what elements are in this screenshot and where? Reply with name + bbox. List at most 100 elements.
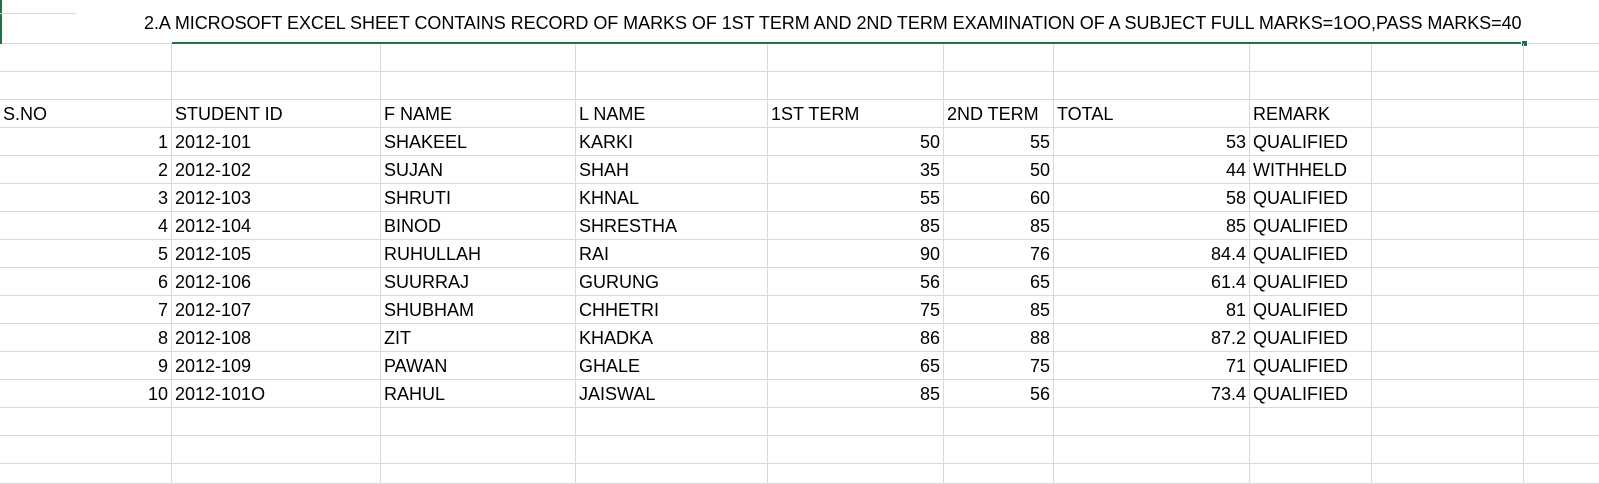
cell-remark[interactable]: QUALIFIED — [1250, 352, 1372, 380]
cell-student-id[interactable]: 2012-102 — [172, 156, 381, 184]
table-row[interactable]: 6 2012-106 SUURRAJ GURUNG 56 65 61.4 QUALIFIED — [0, 268, 1599, 296]
cell[interactable] — [1524, 72, 1599, 100]
cell-remark[interactable]: QUALIFIED — [1250, 212, 1372, 240]
cell-total[interactable]: 81 — [1054, 296, 1250, 324]
cell[interactable] — [0, 464, 172, 484]
cell-sno[interactable]: 10 — [0, 380, 172, 408]
cell-2nd-term[interactable]: 56 — [944, 380, 1054, 408]
cell[interactable] — [381, 408, 576, 436]
cell[interactable] — [1372, 464, 1524, 484]
cell-total[interactable]: 71 — [1054, 352, 1250, 380]
cell[interactable] — [0, 408, 172, 436]
header-2nd-term[interactable]: 2ND TERM — [944, 100, 1054, 128]
empty-row[interactable] — [0, 72, 1599, 100]
cell-2nd-term[interactable]: 88 — [944, 324, 1054, 352]
cell-total[interactable]: 44 — [1054, 156, 1250, 184]
cell-2nd-term[interactable]: 85 — [944, 296, 1054, 324]
cell-student-id[interactable]: 2012-103 — [172, 184, 381, 212]
cell[interactable] — [768, 464, 944, 484]
cell-1st-term[interactable]: 50 — [768, 128, 944, 156]
cell[interactable] — [1054, 72, 1250, 100]
cell-f-name[interactable]: SUURRAJ — [381, 268, 576, 296]
cell-l-name[interactable]: GHALE — [576, 352, 768, 380]
cell-1st-term[interactable]: 55 — [768, 184, 944, 212]
table-row[interactable]: 8 2012-108 ZIT KHADKA 86 88 87.2 QUALIFIED — [0, 324, 1599, 352]
cell-l-name[interactable]: GURUNG — [576, 268, 768, 296]
cell-sno[interactable]: 1 — [0, 128, 172, 156]
cell[interactable] — [1372, 352, 1524, 380]
cell-sno[interactable]: 7 — [0, 296, 172, 324]
cell[interactable] — [944, 436, 1054, 464]
cell-1st-term[interactable]: 75 — [768, 296, 944, 324]
cell[interactable] — [381, 464, 576, 484]
header-f-name[interactable]: F NAME — [381, 100, 576, 128]
cell-remark[interactable]: QUALIFIED — [1250, 268, 1372, 296]
cell-1st-term[interactable]: 90 — [768, 240, 944, 268]
cell-f-name[interactable]: SHUBHAM — [381, 296, 576, 324]
cell[interactable] — [576, 436, 768, 464]
fill-handle[interactable] — [1521, 40, 1528, 47]
cell-2nd-term[interactable]: 75 — [944, 352, 1054, 380]
cell-remark[interactable]: QUALIFIED — [1250, 128, 1372, 156]
cell[interactable] — [1524, 128, 1599, 156]
cell[interactable] — [172, 44, 381, 72]
cell-sno[interactable]: 5 — [0, 240, 172, 268]
cell-remark[interactable]: QUALIFIED — [1250, 380, 1372, 408]
cell-f-name[interactable]: PAWAN — [381, 352, 576, 380]
cell[interactable] — [768, 72, 944, 100]
cell-student-id[interactable]: 2012-109 — [172, 352, 381, 380]
cell-sno[interactable]: 8 — [0, 324, 172, 352]
cell-l-name[interactable]: JAISWAL — [576, 380, 768, 408]
cell[interactable] — [1372, 324, 1524, 352]
cell[interactable] — [1524, 352, 1599, 380]
cell-sno[interactable]: 9 — [0, 352, 172, 380]
cell[interactable] — [1054, 408, 1250, 436]
cell-l-name[interactable]: RAI — [576, 240, 768, 268]
cell-student-id[interactable]: 2012-104 — [172, 212, 381, 240]
cell[interactable] — [1524, 240, 1599, 268]
cell[interactable] — [1250, 464, 1372, 484]
cell-remark[interactable]: QUALIFIED — [1250, 184, 1372, 212]
header-1st-term[interactable]: 1ST TERM — [768, 100, 944, 128]
cell[interactable] — [1250, 72, 1372, 100]
cell-1st-term[interactable]: 35 — [768, 156, 944, 184]
table-row[interactable]: 5 2012-105 RUHULLAH RAI 90 76 84.4 QUALIFIED — [0, 240, 1599, 268]
cell-total[interactable]: 58 — [1054, 184, 1250, 212]
cell-f-name[interactable]: RAHUL — [381, 380, 576, 408]
cell[interactable] — [944, 44, 1054, 72]
cell-l-name[interactable]: SHRESTHA — [576, 212, 768, 240]
cell-sno[interactable]: 2 — [0, 156, 172, 184]
cell[interactable] — [1524, 464, 1599, 484]
cell[interactable] — [1372, 72, 1524, 100]
cell-student-id[interactable]: 2012-108 — [172, 324, 381, 352]
cell-1st-term[interactable]: 85 — [768, 212, 944, 240]
cell[interactable] — [1054, 44, 1250, 72]
cell-total[interactable]: 53 — [1054, 128, 1250, 156]
empty-row[interactable] — [0, 436, 1599, 464]
header-l-name[interactable]: L NAME — [576, 100, 768, 128]
cell[interactable] — [1372, 436, 1524, 464]
cell[interactable] — [1524, 380, 1599, 408]
cell[interactable] — [172, 72, 381, 100]
cell[interactable] — [1524, 324, 1599, 352]
cell-2nd-term[interactable]: 76 — [944, 240, 1054, 268]
title-row[interactable]: 2.A MICROSOFT EXCEL SHEET CONTAINS RECOR… — [0, 0, 1599, 47]
cell[interactable] — [1250, 408, 1372, 436]
cell[interactable] — [1054, 464, 1250, 484]
cell[interactable] — [1372, 296, 1524, 324]
cell[interactable] — [1524, 44, 1599, 72]
cell-l-name[interactable]: KARKI — [576, 128, 768, 156]
cell[interactable] — [172, 408, 381, 436]
header-sno[interactable]: S.NO — [0, 100, 172, 128]
cell[interactable] — [1524, 408, 1599, 436]
cell-2nd-term[interactable]: 85 — [944, 212, 1054, 240]
cell[interactable] — [1372, 100, 1524, 128]
cell-1st-term[interactable]: 65 — [768, 352, 944, 380]
cell-student-id[interactable]: 2012-106 — [172, 268, 381, 296]
cell-f-name[interactable]: BINOD — [381, 212, 576, 240]
cell[interactable] — [172, 436, 381, 464]
cell-remark[interactable]: WITHHELD — [1250, 156, 1372, 184]
cell-2nd-term[interactable]: 60 — [944, 184, 1054, 212]
cell-student-id[interactable]: 2012-105 — [172, 240, 381, 268]
cell[interactable] — [1524, 436, 1599, 464]
